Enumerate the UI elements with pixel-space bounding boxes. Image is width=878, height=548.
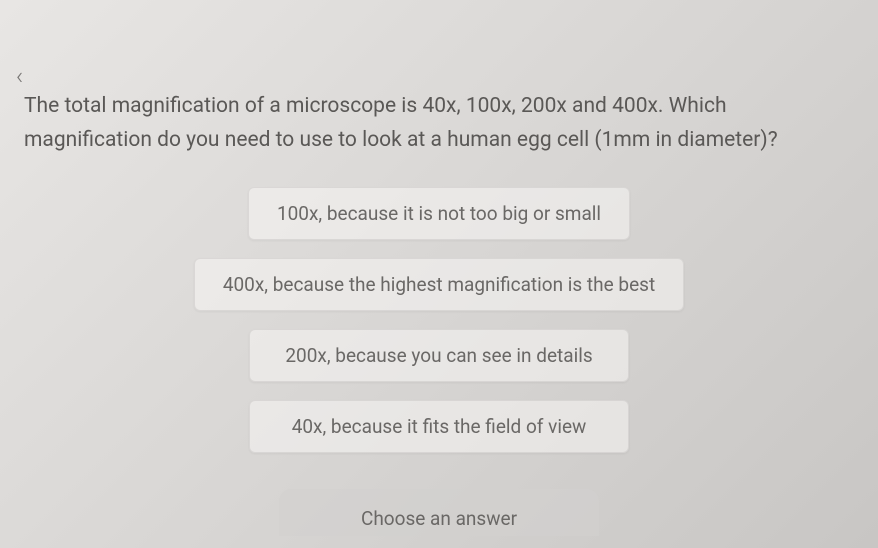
option-label: 400x, because the highest magnification … bbox=[223, 273, 655, 296]
option-label: 100x, because it is not too big or small bbox=[277, 202, 601, 225]
option-40x[interactable]: 40x, because it fits the field of view bbox=[249, 400, 629, 453]
choose-answer-label: Choose an answer bbox=[361, 507, 517, 530]
option-400x[interactable]: 400x, because the highest magnification … bbox=[194, 258, 684, 311]
chevron-left-icon: ‹ bbox=[16, 62, 23, 90]
choose-answer-button[interactable]: Choose an answer bbox=[279, 489, 599, 536]
option-label: 200x, because you can see in details bbox=[285, 344, 592, 367]
option-200x[interactable]: 200x, because you can see in details bbox=[249, 329, 629, 382]
option-label: 40x, because it fits the field of view bbox=[292, 415, 587, 438]
back-button[interactable]: ‹ bbox=[16, 62, 23, 90]
option-100x[interactable]: 100x, because it is not too big or small bbox=[248, 187, 630, 240]
question-text: The total magnification of a microscope … bbox=[20, 90, 858, 157]
options-list: 100x, because it is not too big or small… bbox=[20, 187, 858, 453]
quiz-container: ‹ The total magnification of a microscop… bbox=[0, 0, 878, 453]
